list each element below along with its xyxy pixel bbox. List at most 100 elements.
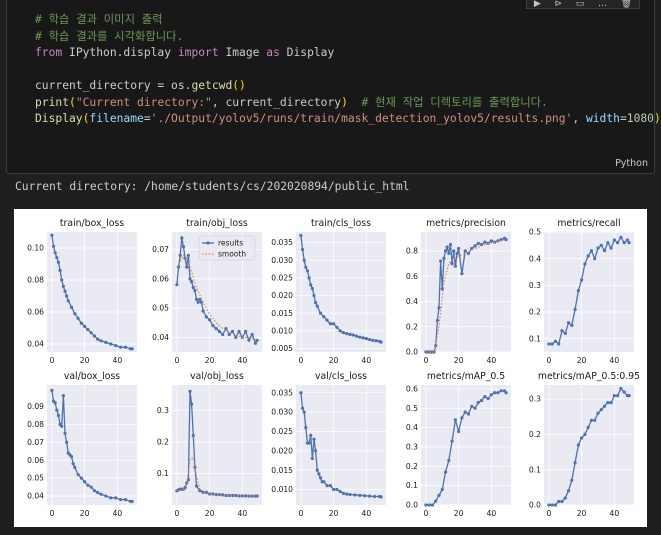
results-point [460,272,464,276]
results-point [504,237,508,242]
results-point [104,494,108,498]
results-point [96,490,100,495]
results-point [493,391,497,395]
split-cell-icon[interactable]: ▭ [575,0,585,9]
results-point [325,484,329,488]
results-point [563,496,567,500]
results-point [65,440,69,444]
y-tick-label: 0.3 [406,443,418,452]
results-point [214,326,218,331]
results-point [374,339,378,343]
results-point [499,389,503,393]
results-point [547,342,551,346]
chart-plot-area [544,385,634,505]
results-point [328,484,332,488]
results-point [312,437,316,441]
results-point [442,256,446,261]
results-point [315,304,319,308]
x-tick-label: 20 [329,356,339,365]
results-point [424,503,428,507]
results-point [486,396,490,401]
results-point [445,245,449,249]
code-editor[interactable]: # 학습 결과 이미지 출력 # 학습 결과를 시각화합니다. from IPy… [35,12,661,128]
results-point [596,246,600,250]
code-string: './Output/yolov5/runs/train/mask_detecti… [150,112,573,125]
results-point [570,323,574,327]
y-tick-label: 0.025 [271,427,293,436]
results-point [86,483,90,487]
y-tick-label: 0.06 [27,456,44,465]
results-point [368,494,372,498]
results-point [312,293,316,298]
results-point [476,400,480,405]
y-tick-label: 0.10 [27,244,44,253]
results-point [130,499,134,504]
results-point [466,412,471,416]
cell-language-label[interactable]: Python [615,158,648,169]
results-point [576,289,580,293]
results-point [317,472,321,476]
results-point [453,418,457,422]
chart-plot-area [47,385,137,505]
results-point [593,257,597,261]
cell-toolbar: ▶ ⊳ ▭ … 🗑 [526,0,640,9]
y-tick-label: 0.015 [271,466,293,475]
results-image: 0.04 0.06 0.08 0.10 0 20 40 train/box_loss 0.04 0… [14,209,647,527]
results-point [483,395,487,399]
chart-plot-area [296,232,386,352]
results-point [198,489,202,493]
results-point [473,244,477,248]
results-point [553,503,558,507]
results-point [224,493,228,498]
results-point [99,492,103,496]
results-point [61,284,65,288]
results-point [175,283,179,287]
chart-title: train/cls_loss [311,218,371,229]
x-tick-label: 40 [113,356,123,365]
results-point [363,494,367,498]
results-point [450,439,454,443]
code-cell[interactable]: ▶ ⊳ ▭ … 🗑 # 학습 결과 이미지 출력 # 학습 결과를 시각화합니다… [6,0,661,174]
results-point [50,388,54,392]
results-point [208,318,212,322]
results-point [191,286,195,290]
x-tick-label: 0 [546,509,551,518]
results-point [250,332,254,337]
x-tick-label: 20 [577,509,587,518]
results-point [302,410,306,414]
results-point [479,398,484,403]
x-tick-label: 0 [546,356,551,365]
chart-title: metrics/recall [557,218,620,229]
x-tick-label: 40 [487,509,497,518]
results-point [335,487,339,492]
results-point [622,241,626,245]
more-icon[interactable]: … [597,0,607,9]
results-point [247,338,251,342]
code-keyword: from [35,46,63,59]
y-tick-label: 0.2 [157,437,169,446]
results-point [123,498,128,502]
code-comment: # 현재 작업 디렉토리를 출력합니다. [361,95,548,109]
run-below-icon[interactable]: ⊳ [554,0,563,9]
x-tick-label: 40 [487,356,497,365]
results-point [435,318,439,323]
results-point [612,238,616,242]
results-point [583,432,587,437]
y-tick-label: 0.030 [271,256,293,265]
code-string: "Current directory:" [75,95,212,109]
results-point [69,305,74,309]
results-point [221,332,225,337]
results-point [180,236,184,240]
x-tick-label: 40 [113,509,123,518]
smooth-series-line [176,254,258,341]
results-point [309,433,313,437]
results-point [455,251,459,256]
run-by-line-icon[interactable]: ▶ [533,0,541,9]
results-point [230,493,235,498]
results-point [104,340,108,344]
x-tick-label: 20 [329,509,339,518]
results-point [440,487,444,492]
delete-icon[interactable]: 🗑 [620,0,633,9]
results-point [348,492,352,497]
chart-panel: 0.04 0.06 0.08 0.10 0 20 40 train/box_loss [27,218,137,365]
